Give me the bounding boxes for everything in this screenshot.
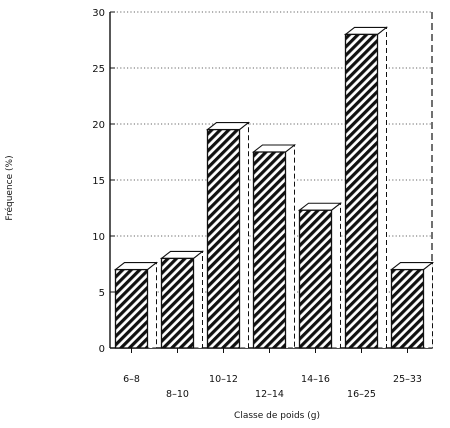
bar-side <box>331 202 341 349</box>
bar-side <box>423 261 433 349</box>
bars <box>113 26 435 349</box>
bar-side <box>239 121 249 349</box>
y-tick-label: 25 <box>92 64 105 75</box>
y-tick-label: 10 <box>92 232 105 243</box>
bar-front <box>344 33 379 349</box>
x-tick-label: 16–25 <box>347 389 376 400</box>
y-tick-label: 20 <box>92 120 105 131</box>
bar <box>205 121 251 349</box>
bar-front <box>160 257 195 349</box>
x-axis-label: Classe de poids (g) <box>234 411 320 421</box>
tick-labels: 0 5 10 15 20 25 30 6–8 8–10 10–12 12–14 14–16 16–25 2… <box>92 8 422 400</box>
y-tick-label: 30 <box>92 8 105 19</box>
y-tick-label: 5 <box>99 288 105 299</box>
bar-front <box>114 268 149 349</box>
x-tick-label: 25–33 <box>393 374 422 385</box>
bar-side <box>377 26 387 349</box>
bar <box>113 261 159 349</box>
bar <box>251 143 297 349</box>
bar <box>343 26 389 349</box>
bar <box>159 250 205 349</box>
bar-front <box>298 209 333 349</box>
x-tick-label: 6–8 <box>123 374 140 385</box>
x-tick-label: 8–10 <box>166 389 189 400</box>
bar-side <box>147 261 157 349</box>
y-axis-label: Fréquence (%) <box>4 155 15 220</box>
bar <box>389 261 435 349</box>
x-tick-label: 12–14 <box>255 389 284 400</box>
y-tick-label: 0 <box>99 344 105 355</box>
bar <box>297 202 343 349</box>
x-tick-label: 10–12 <box>209 374 238 385</box>
bar-side <box>285 143 295 349</box>
bar-side <box>193 250 203 349</box>
y-tick-label: 15 <box>92 176 105 187</box>
bar-front <box>252 151 287 349</box>
bar-front <box>390 268 425 349</box>
bar-front <box>206 128 241 349</box>
x-tick-label: 14–16 <box>301 374 330 385</box>
